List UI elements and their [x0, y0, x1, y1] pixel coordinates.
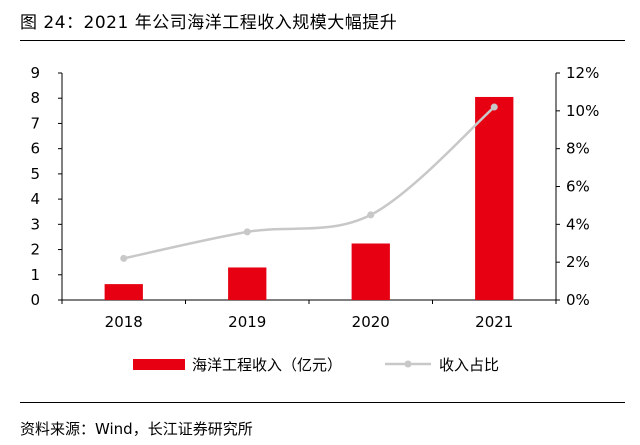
title-rule [20, 40, 625, 41]
left-y-tick-label: 4 [30, 190, 40, 208]
x-tick-label: 2018 [105, 313, 143, 331]
right-y-tick-labels: 0% 2% 4% 6% 8% 10% 12% [566, 64, 599, 309]
right-y-tick-label: 4% [566, 215, 590, 233]
left-y-tick-label: 5 [30, 165, 40, 183]
bar-2020 [351, 243, 390, 300]
legend-swatch-marker [404, 360, 412, 368]
left-y-tick-label: 3 [30, 215, 40, 233]
source-note: 资料来源：Wind，长江证券研究所 [20, 420, 253, 438]
figure-title: 图 24：2021 年公司海洋工程收入规模大幅提升 [20, 13, 398, 33]
bar-series [104, 96, 514, 300]
right-y-tick-label: 12% [566, 64, 599, 82]
right-y-tick-label: 8% [566, 140, 590, 158]
source-rule [20, 402, 625, 403]
right-y-tick-label: 0% [566, 291, 590, 309]
left-y-tick-label: 8 [30, 89, 40, 107]
right-y-tick-label: 6% [566, 178, 590, 196]
left-y-tick-label: 9 [30, 64, 40, 82]
line-series [120, 103, 498, 262]
left-y-tick-labels: 0 1 2 3 4 5 6 7 8 9 [30, 64, 40, 309]
left-y-tick-label: 7 [30, 114, 40, 132]
legend: 海洋工程收入（亿元） 收入占比 [133, 356, 499, 374]
x-tick-labels: 2018 2019 2020 2021 [105, 313, 514, 331]
share-point-2018 [120, 254, 128, 262]
x-tick-label: 2019 [228, 313, 266, 331]
right-y-tick-label: 10% [566, 102, 599, 120]
share-point-2021 [490, 103, 498, 111]
legend-swatch-bar [133, 359, 185, 370]
x-tick-label: 2021 [475, 313, 513, 331]
left-y-tick-label: 1 [30, 266, 40, 284]
legend-label-bar: 海洋工程收入（亿元） [192, 356, 342, 374]
left-y-tick-label: 6 [30, 140, 40, 158]
left-y-tick-label: 0 [30, 291, 40, 309]
combo-chart: 2018 2019 2020 2021 0 1 2 3 4 5 6 7 8 9 0% 2% 4% 6% 8% 10… [30, 64, 599, 374]
left-y-tick-label: 2 [30, 241, 40, 259]
legend-label-line: 收入占比 [439, 356, 499, 374]
bar-2019 [228, 267, 267, 300]
chart-axes [58, 72, 560, 304]
right-y-tick-label: 2% [566, 253, 590, 271]
bar-2018 [104, 284, 143, 300]
bar-2021 [475, 96, 514, 300]
share-line [123, 106, 496, 260]
x-tick-label: 2020 [352, 313, 390, 331]
share-point-2020 [367, 211, 375, 219]
share-point-2019 [243, 228, 251, 236]
